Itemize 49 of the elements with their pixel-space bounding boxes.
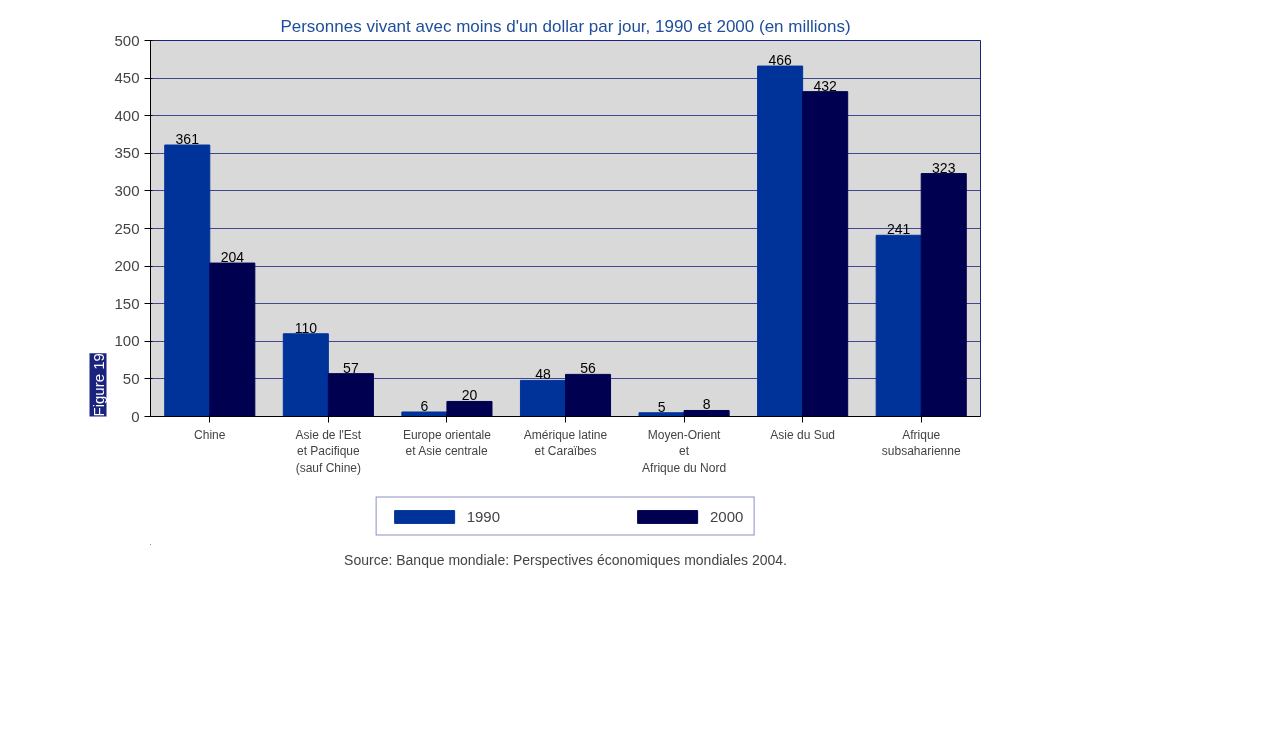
bar — [446, 400, 493, 417]
bar — [565, 373, 612, 417]
bar — [401, 411, 448, 417]
source-note: Source: Banque mondiale: Perspectives économiques mondiales 2004. — [344, 551, 787, 568]
bar — [519, 379, 566, 417]
x-tick-label: Moyen-Orient et Afrique du Nord — [642, 427, 727, 476]
bar — [920, 173, 967, 417]
x-tick-label: Asie de l'Est et Pacifique (sauf Chine) — [295, 427, 362, 476]
y-tick-label: 150 — [114, 294, 140, 312]
caption: Figure 19 — [89, 353, 107, 417]
data-label: 8 — [702, 396, 711, 413]
chart-title: Personnes vivant avec moins d'un dollar par jour, 1990 et 2000 (en millions) — [280, 16, 851, 36]
bar — [164, 144, 211, 417]
x-tick-label: Chine — [194, 427, 226, 442]
data-label: 323 — [932, 159, 956, 176]
bar — [282, 333, 329, 417]
bar — [802, 91, 849, 417]
bar — [327, 373, 374, 417]
data-label: 20 — [461, 387, 478, 404]
y-tick-label: 500 — [114, 31, 140, 49]
y-tick-label: 300 — [114, 181, 140, 199]
data-label: 466 — [768, 52, 793, 69]
x-tick-label: Europe orientale et Asie centrale — [402, 427, 492, 459]
y-tick-label: 400 — [114, 106, 140, 124]
legend-label: 1990 — [466, 507, 500, 525]
data-label: 57 — [343, 359, 359, 376]
data-label: 361 — [175, 131, 200, 148]
y-tick-label: 250 — [114, 219, 140, 237]
y-tick-label: 0 — [131, 407, 140, 425]
bar — [638, 412, 685, 417]
bar — [209, 262, 256, 417]
legend-label: 2000 — [710, 507, 744, 525]
data-label: 5 — [657, 398, 666, 415]
bar — [875, 234, 922, 417]
data-label: 6 — [420, 397, 429, 414]
y-tick-label: 50 — [122, 369, 140, 387]
x-tick-label: Amérique latine et Caraïbes — [523, 427, 608, 459]
y-tick-label: 350 — [114, 144, 140, 162]
data-label: 432 — [813, 77, 838, 94]
y-tick-label: 200 — [114, 257, 140, 275]
x-tick-label: Asie du Sud — [770, 427, 836, 442]
y-tick-label: 450 — [114, 69, 140, 87]
data-label: 110 — [294, 319, 318, 336]
y-tick-label: 100 — [114, 332, 140, 350]
bar — [757, 65, 804, 417]
bar — [683, 409, 730, 417]
data-label: 56 — [580, 360, 597, 377]
data-label: 204 — [220, 249, 245, 266]
x-tick-label: Afrique subsaharienne — [881, 427, 961, 459]
